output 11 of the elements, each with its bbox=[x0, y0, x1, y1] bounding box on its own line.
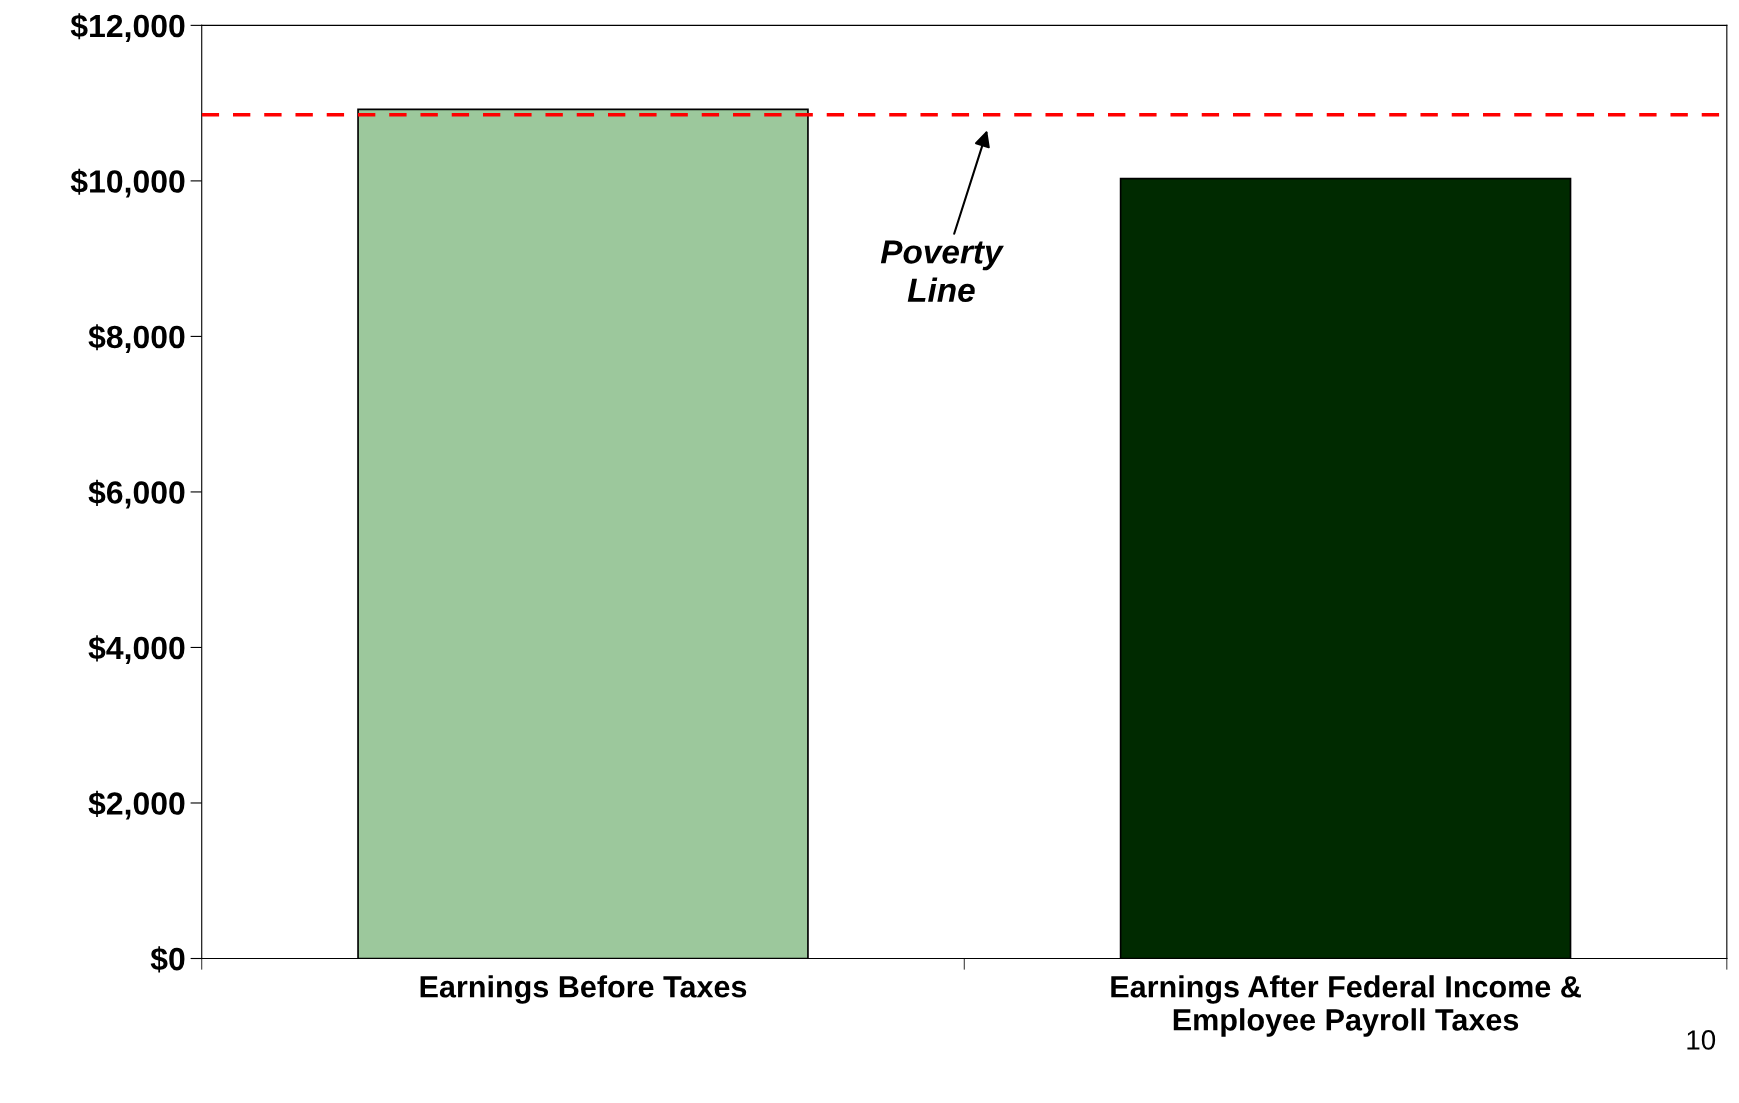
y-tick-label: $4,000 bbox=[88, 635, 185, 664]
x-tick-label: Earnings After Federal Income & Employee Payroll Taxes bbox=[1111, 975, 1581, 1037]
y-tick-label: $6,000 bbox=[88, 479, 185, 509]
y-tick-label: $12,000 bbox=[70, 13, 185, 42]
text: 10 bbox=[1687, 1030, 1716, 1050]
y-tick-label: $0 bbox=[150, 946, 185, 973]
x-tick-label: Earnings Before Taxes bbox=[420, 975, 747, 1004]
y-tick-label: $2,000 bbox=[88, 790, 185, 820]
y-tick-label: $8,000 bbox=[88, 324, 185, 353]
annotation: Poverty Line bbox=[880, 240, 1004, 303]
y-tick-label: $10,000 bbox=[70, 168, 185, 198]
